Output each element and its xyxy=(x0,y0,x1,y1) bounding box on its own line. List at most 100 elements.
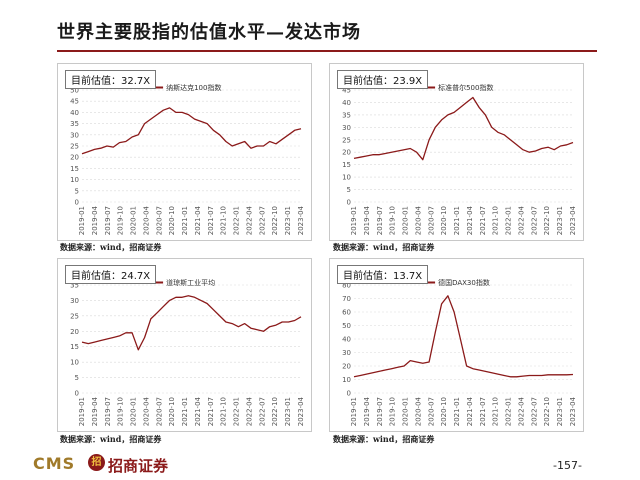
x-tick-label: 2021-10 xyxy=(492,206,500,235)
x-tick-label: 2021-04 xyxy=(194,205,202,235)
x-tick-label: 2022-07 xyxy=(530,397,538,426)
y-tick-label: 35 xyxy=(70,282,79,290)
x-tick-label: 2023-01 xyxy=(556,206,564,235)
x-tick-label: 2021-07 xyxy=(479,206,487,235)
x-tick-label: 2022-04 xyxy=(517,205,525,235)
chart-panel-dow-jones: 0 5 10 15 20 25 30 35 2019-01 2019-04 2019-07 2019-… xyxy=(57,258,312,432)
x-tick-label: 2019-04 xyxy=(91,205,99,235)
x-tick-label: 2023-04 xyxy=(297,396,305,426)
series-line xyxy=(353,295,574,378)
y-tick-label: 0 xyxy=(347,390,351,398)
y-tick-label: 15 xyxy=(342,161,351,169)
x-tick-label: 2021-01 xyxy=(453,206,461,235)
x-tick-label: 2020-10 xyxy=(168,206,176,235)
x-tick-label: 2022-04 xyxy=(245,396,253,426)
x-tick-label: 2019-04 xyxy=(363,396,371,426)
chart-panel-nasdaq100: 0 5 10 15 20 25 30 35 40 45 50 2019-01 2019-04 2019-0… xyxy=(57,63,312,241)
cms-logo-icon: 招 xyxy=(88,454,105,471)
valuation-badge-label: 目前估值： xyxy=(71,271,121,282)
x-tick-label: 2019-01 xyxy=(78,206,86,235)
source-note: 数据来源：wind，招商证券 xyxy=(60,434,162,444)
x-tick-label: 2021-04 xyxy=(194,396,202,426)
y-tick-label: 35 xyxy=(70,120,79,128)
valuation-badge: 目前估值：32.7X xyxy=(65,70,157,89)
x-tick-label: 2022-07 xyxy=(258,397,266,426)
valuation-badge-label: 目前估值： xyxy=(343,76,393,87)
x-tick-label: 2023-01 xyxy=(284,206,292,235)
y-tick-label: 80 xyxy=(342,282,351,290)
x-tick-label: 2022-01 xyxy=(505,397,513,426)
x-tick-label: 2019-10 xyxy=(117,397,125,426)
x-tick-label: 2020-10 xyxy=(440,206,448,235)
x-tick-label: 2019-07 xyxy=(376,206,384,235)
valuation-badge-label: 目前估值： xyxy=(71,76,121,87)
valuation-badge: 目前估值：13.7X xyxy=(337,265,429,284)
x-tick-label: 2022-07 xyxy=(258,206,266,235)
y-tick-label: 5 xyxy=(75,187,79,195)
chart-sp500-svg: 0 5 10 15 20 25 30 35 40 45 2019-01 2019-04 2019-07 2… xyxy=(342,83,577,235)
source-note: 数据来源：wind，招商证券 xyxy=(333,434,435,444)
company-name: 招商证券 xyxy=(108,457,169,475)
y-tick-label: 40 xyxy=(342,99,351,107)
y-tick-label: 35 xyxy=(342,111,351,119)
x-tick-label: 2021-07 xyxy=(207,206,215,235)
x-tick-label: 2022-01 xyxy=(505,206,513,235)
valuation-badge-value: 13.7X xyxy=(393,271,423,282)
chart-panel-sp500: 0 5 10 15 20 25 30 35 40 45 2019-01 2019-04 2019-07 2… xyxy=(329,63,584,241)
x-tick-label: 2019-07 xyxy=(104,206,112,235)
x-tick-label: 2019-01 xyxy=(78,397,86,426)
series-line xyxy=(81,107,302,155)
legend-label: 标准普尔500指数 xyxy=(438,83,493,92)
x-tick-label: 2022-01 xyxy=(233,397,241,426)
valuation-badge: 目前估值：24.7X xyxy=(65,265,157,284)
x-tick-label: 2019-01 xyxy=(350,206,358,235)
y-tick-label: 10 xyxy=(342,376,351,384)
x-tick-label: 2020-04 xyxy=(142,205,150,235)
y-tick-label: 30 xyxy=(342,124,351,132)
chart-panel-dax30: 0 10 20 30 40 50 60 70 80 2019-01 2019-04 2019-07 20… xyxy=(329,258,584,432)
y-tick-label: 0 xyxy=(75,390,79,398)
x-tick-label: 2019-04 xyxy=(91,396,99,426)
x-tick-label: 2023-04 xyxy=(569,205,577,235)
x-tick-label: 2022-04 xyxy=(517,396,525,426)
x-tick-label: 2022-10 xyxy=(543,206,551,235)
x-tick-label: 2023-01 xyxy=(556,397,564,426)
title-divider xyxy=(57,50,597,52)
x-tick-label: 2023-04 xyxy=(297,205,305,235)
x-tick-label: 2021-01 xyxy=(453,397,461,426)
y-tick-label: 5 xyxy=(75,374,79,382)
y-tick-label: 0 xyxy=(75,199,79,207)
legend-label: 道琼斯工业平均 xyxy=(166,278,215,287)
x-tick-label: 2022-07 xyxy=(530,206,538,235)
y-tick-label: 50 xyxy=(342,322,351,330)
x-tick-label: 2022-10 xyxy=(271,397,279,426)
x-tick-label: 2019-01 xyxy=(350,397,358,426)
x-tick-label: 2019-10 xyxy=(389,206,397,235)
x-tick-label: 2021-04 xyxy=(466,205,474,235)
x-tick-label: 2020-04 xyxy=(414,205,422,235)
y-tick-label: 0 xyxy=(347,199,351,207)
y-tick-label: 30 xyxy=(70,131,79,139)
y-tick-label: 30 xyxy=(342,349,351,357)
x-tick-label: 2021-10 xyxy=(492,397,500,426)
x-tick-label: 2020-04 xyxy=(142,396,150,426)
y-tick-label: 70 xyxy=(342,295,351,303)
legend-label: 纳斯达克100指数 xyxy=(166,83,221,92)
y-tick-label: 25 xyxy=(70,312,79,320)
y-tick-label: 40 xyxy=(70,109,79,117)
x-tick-label: 2020-07 xyxy=(155,206,163,235)
x-tick-label: 2020-10 xyxy=(440,397,448,426)
x-tick-label: 2020-01 xyxy=(402,206,410,235)
cms-logo-text: CMS xyxy=(33,454,76,473)
x-tick-label: 2020-07 xyxy=(427,397,435,426)
valuation-badge-value: 23.9X xyxy=(393,76,423,87)
valuation-badge: 目前估值：23.9X xyxy=(337,70,429,89)
y-tick-label: 20 xyxy=(342,149,351,157)
x-tick-label: 2021-04 xyxy=(466,396,474,426)
y-tick-label: 45 xyxy=(70,98,79,106)
y-tick-label: 15 xyxy=(70,165,79,173)
x-tick-label: 2020-01 xyxy=(130,206,138,235)
x-tick-label: 2020-04 xyxy=(414,396,422,426)
x-tick-label: 2021-10 xyxy=(220,397,228,426)
y-tick-label: 60 xyxy=(342,309,351,317)
